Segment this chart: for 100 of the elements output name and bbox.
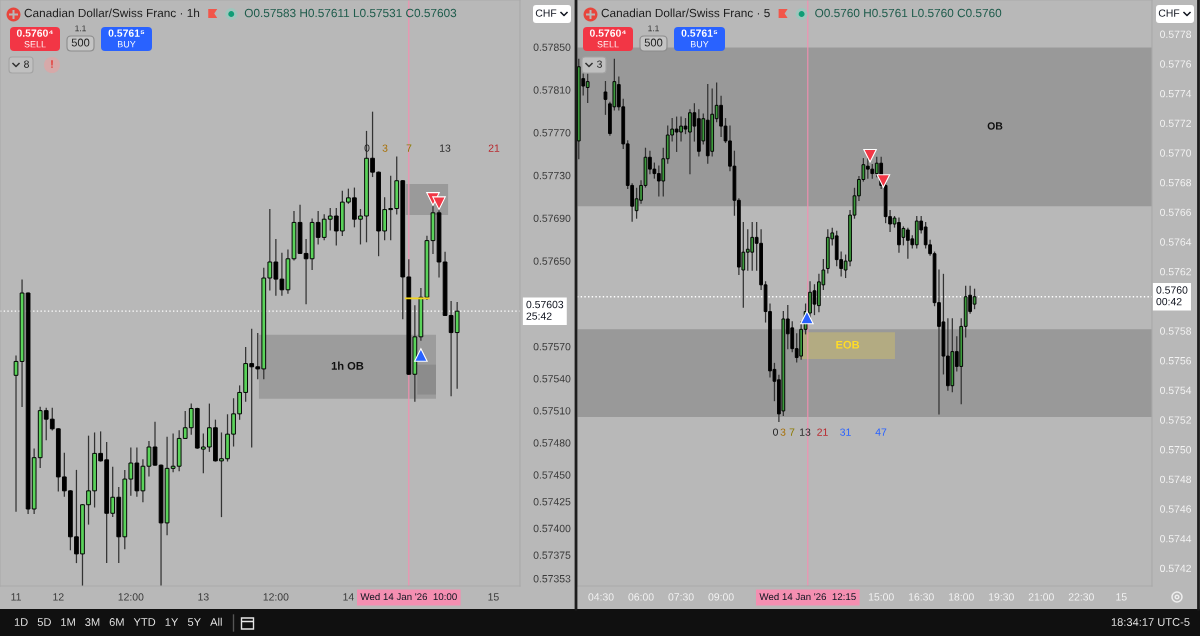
text: 18:34:17 UTC-5 (1111, 618, 1190, 626)
annotation: BUY (117, 41, 136, 48)
text: 1D (14, 618, 28, 626)
y-tick-label: 0.5772 (1160, 119, 1191, 128)
candlestick (808, 281, 812, 320)
candlestick (750, 221, 755, 271)
y-tick-label: 0.5776 (1160, 60, 1192, 68)
y-tick-label: 0.57540 (533, 375, 571, 383)
y-tick-label: 0.57400 (533, 524, 571, 533)
y-tick-label: 0.5758 (1160, 327, 1192, 335)
text: Canadian Dollar/Swiss Franc · 5 (601, 8, 770, 18)
y-tick-label: 0.5764 (1160, 238, 1192, 246)
candlestick (585, 73, 590, 103)
text: Canadian Dollar/Swiss Franc · 1h (24, 8, 200, 18)
y-tick-label: 0.5742 (1160, 564, 1191, 573)
y-tick-label: 0.57425 (533, 498, 571, 506)
y-tick-label: 0.57650 (533, 257, 571, 265)
text: All (210, 617, 222, 626)
annotation: 7 (789, 428, 795, 436)
y-tick-label: 0.5766 (1160, 208, 1192, 217)
annotation: 3 (382, 144, 388, 152)
annotation: 21 (817, 428, 828, 436)
x-tick-label: 15 (1116, 593, 1127, 601)
annotation: 3 (780, 428, 786, 436)
x-tick-label: 13 (198, 593, 209, 601)
y-tick-label: 0.5752 (1160, 416, 1191, 424)
annotation: 0.5761⁵ (681, 29, 718, 37)
ref-line-label: 0.57603 25:42 (526, 300, 564, 320)
candlestick (972, 288, 977, 310)
point (876, 174, 891, 188)
y-tick-label: 0.57810 (533, 86, 571, 94)
annotation: 13 (440, 144, 451, 152)
y-tick-label: 0.57690 (533, 214, 571, 223)
text: CHF (535, 9, 557, 17)
annotation: 21 (488, 144, 500, 152)
point (414, 348, 428, 362)
candlestick (905, 227, 910, 259)
x-tick-label: 22:30 (1068, 593, 1094, 601)
point (863, 148, 877, 163)
y-tick-label: 0.5756 (1160, 357, 1192, 365)
y-tick-label: 0.5746 (1160, 505, 1192, 513)
text: O0.5760 H0.5761 L0.5760 C0.5760 (815, 8, 1002, 18)
annotation: 0.5761⁵ (108, 29, 145, 37)
y-tick-label: 0.57450 (533, 471, 571, 479)
y-tick-label: 0.57510 (533, 407, 571, 415)
text: 6M (109, 618, 124, 626)
candlestick (603, 80, 608, 115)
annotation: SELL (24, 41, 46, 48)
candlestick (674, 116, 679, 152)
annotation: ! (51, 60, 53, 68)
text: 1M (61, 618, 75, 626)
text: YTD (133, 618, 156, 626)
candlestick (865, 158, 870, 179)
point (432, 196, 446, 210)
y-tick-label: 0.57353 (533, 575, 571, 583)
annotation: 7 (406, 144, 412, 152)
x-tick-label: 16:30 (908, 593, 934, 601)
text: 5D (37, 618, 51, 626)
x-tick-label: 15 (488, 593, 499, 601)
y-tick-label: 0.5774 (1160, 89, 1192, 98)
x-tick-label: 12 (53, 593, 64, 601)
annotation: SELL (597, 41, 619, 48)
text: CHF (1158, 9, 1180, 17)
ref-line-label: Wed 14 Jan '26 10:00 (360, 592, 457, 601)
text: 5Y (187, 618, 201, 626)
annotation: 8 (24, 60, 29, 68)
y-tick-label: 0.5744 (1160, 535, 1192, 543)
annotation: 0.5760⁴ (16, 29, 53, 37)
annotation: 1.1 (648, 25, 659, 32)
ref-line-label: Wed 14 Jan '26 12:15 (759, 592, 856, 601)
annotation: 47 (875, 428, 887, 436)
annotation: BUY (690, 41, 709, 48)
annotation: 1h OB (331, 361, 364, 370)
x-tick-label: 09:00 (708, 593, 734, 601)
annotation: 1.1 (75, 25, 86, 32)
text: 1Y (165, 618, 179, 626)
annotation: 31 (840, 428, 851, 436)
text: 3M (85, 618, 100, 626)
point (800, 310, 814, 325)
x-tick-label: 19:30 (989, 593, 1014, 601)
annotation: 500 (71, 38, 90, 47)
y-tick-label: 0.57770 (533, 129, 571, 137)
annotation: 3 (597, 60, 602, 68)
y-tick-label: 0.5748 (1160, 475, 1192, 484)
y-tick-label: 0.5762 (1160, 267, 1191, 276)
annotation: 500 (644, 38, 663, 47)
candlestick (812, 284, 817, 316)
candlestick (745, 229, 750, 271)
x-tick-label: 11 (11, 593, 21, 601)
annotation: 13 (800, 428, 811, 436)
text: O0.57583 H0.57611 L0.57531 C0.57603 (244, 8, 457, 18)
y-tick-label: 0.57480 (533, 439, 571, 447)
y-tick-label: 0.57375 (533, 551, 571, 559)
candlestick (914, 215, 919, 249)
y-tick-label: 0.5778 (1160, 30, 1192, 38)
annotation: 0.5760⁴ (589, 29, 626, 37)
y-tick-label: 0.5770 (1160, 149, 1192, 157)
y-tick-label: 0.5768 (1160, 178, 1192, 187)
y-tick-label: 0.5754 (1160, 386, 1192, 395)
y-tick-label: 0.57570 (533, 342, 571, 351)
